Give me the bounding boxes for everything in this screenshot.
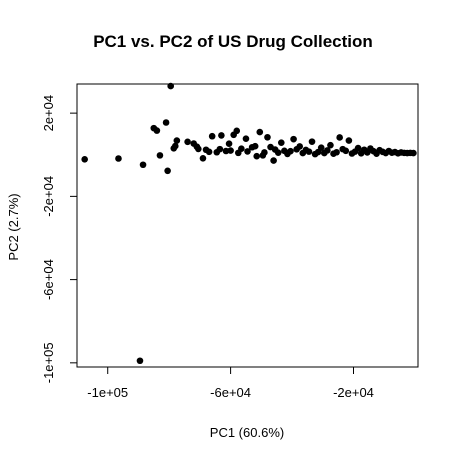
data-point bbox=[354, 144, 362, 152]
x-tick-label: -1e+05 bbox=[87, 385, 128, 400]
x-tick-label: -6e+04 bbox=[210, 385, 251, 400]
data-point bbox=[277, 139, 285, 146]
y-axis: 2e+04 -2e+04 -6e+04 -1e+05 bbox=[41, 95, 78, 383]
data-point bbox=[333, 148, 340, 156]
data-point bbox=[327, 141, 334, 149]
data-point bbox=[153, 127, 161, 134]
data-point bbox=[324, 147, 331, 154]
data-point bbox=[184, 138, 191, 146]
data-point bbox=[336, 134, 343, 141]
data-point bbox=[173, 137, 181, 144]
data-point bbox=[261, 149, 268, 156]
data-point bbox=[317, 144, 325, 151]
x-tick-label: -2e+04 bbox=[333, 385, 374, 400]
data-point bbox=[195, 145, 202, 153]
data-point bbox=[274, 149, 282, 156]
data-point bbox=[227, 147, 234, 154]
data-point bbox=[345, 137, 353, 144]
data-point bbox=[225, 140, 233, 148]
data-point bbox=[305, 148, 313, 155]
x-axis: -1e+05 -6e+04 -2e+04 bbox=[87, 366, 374, 400]
data-point bbox=[162, 119, 170, 126]
data-point bbox=[216, 145, 224, 153]
data-point bbox=[290, 135, 297, 143]
data-point bbox=[205, 148, 213, 156]
data-point bbox=[199, 154, 207, 162]
y-tick-label: -6e+04 bbox=[41, 259, 56, 300]
data-point bbox=[139, 161, 147, 169]
data-point bbox=[218, 132, 225, 139]
data-point bbox=[264, 133, 271, 141]
data-point bbox=[167, 82, 174, 90]
chart-title: PC1 vs. PC2 of US Drug Collection bbox=[93, 32, 373, 51]
data-point bbox=[115, 155, 122, 162]
data-point bbox=[308, 138, 316, 145]
data-point bbox=[296, 143, 304, 150]
data-points bbox=[81, 82, 417, 365]
data-point bbox=[81, 156, 88, 163]
y-tick-label: 2e+04 bbox=[41, 95, 56, 132]
plot-frame bbox=[76, 83, 419, 368]
y-tick-label: -2e+04 bbox=[41, 176, 56, 217]
data-point bbox=[244, 148, 251, 155]
data-point bbox=[270, 157, 277, 164]
data-point bbox=[164, 167, 171, 175]
data-point bbox=[251, 142, 259, 150]
data-point bbox=[156, 152, 164, 159]
data-point bbox=[287, 147, 294, 155]
y-tick-label: -1e+05 bbox=[41, 342, 56, 383]
data-point bbox=[342, 147, 350, 155]
data-point bbox=[136, 357, 144, 365]
data-point bbox=[238, 145, 245, 153]
data-point bbox=[208, 132, 216, 140]
data-point bbox=[172, 142, 179, 150]
x-axis-label: PC1 (60.6%) bbox=[210, 425, 284, 440]
y-axis-label: PC2 (2.7%) bbox=[6, 193, 21, 260]
data-point bbox=[242, 135, 250, 143]
data-point bbox=[410, 149, 417, 157]
data-point bbox=[256, 128, 264, 136]
data-point bbox=[233, 127, 241, 135]
data-point bbox=[253, 152, 261, 160]
